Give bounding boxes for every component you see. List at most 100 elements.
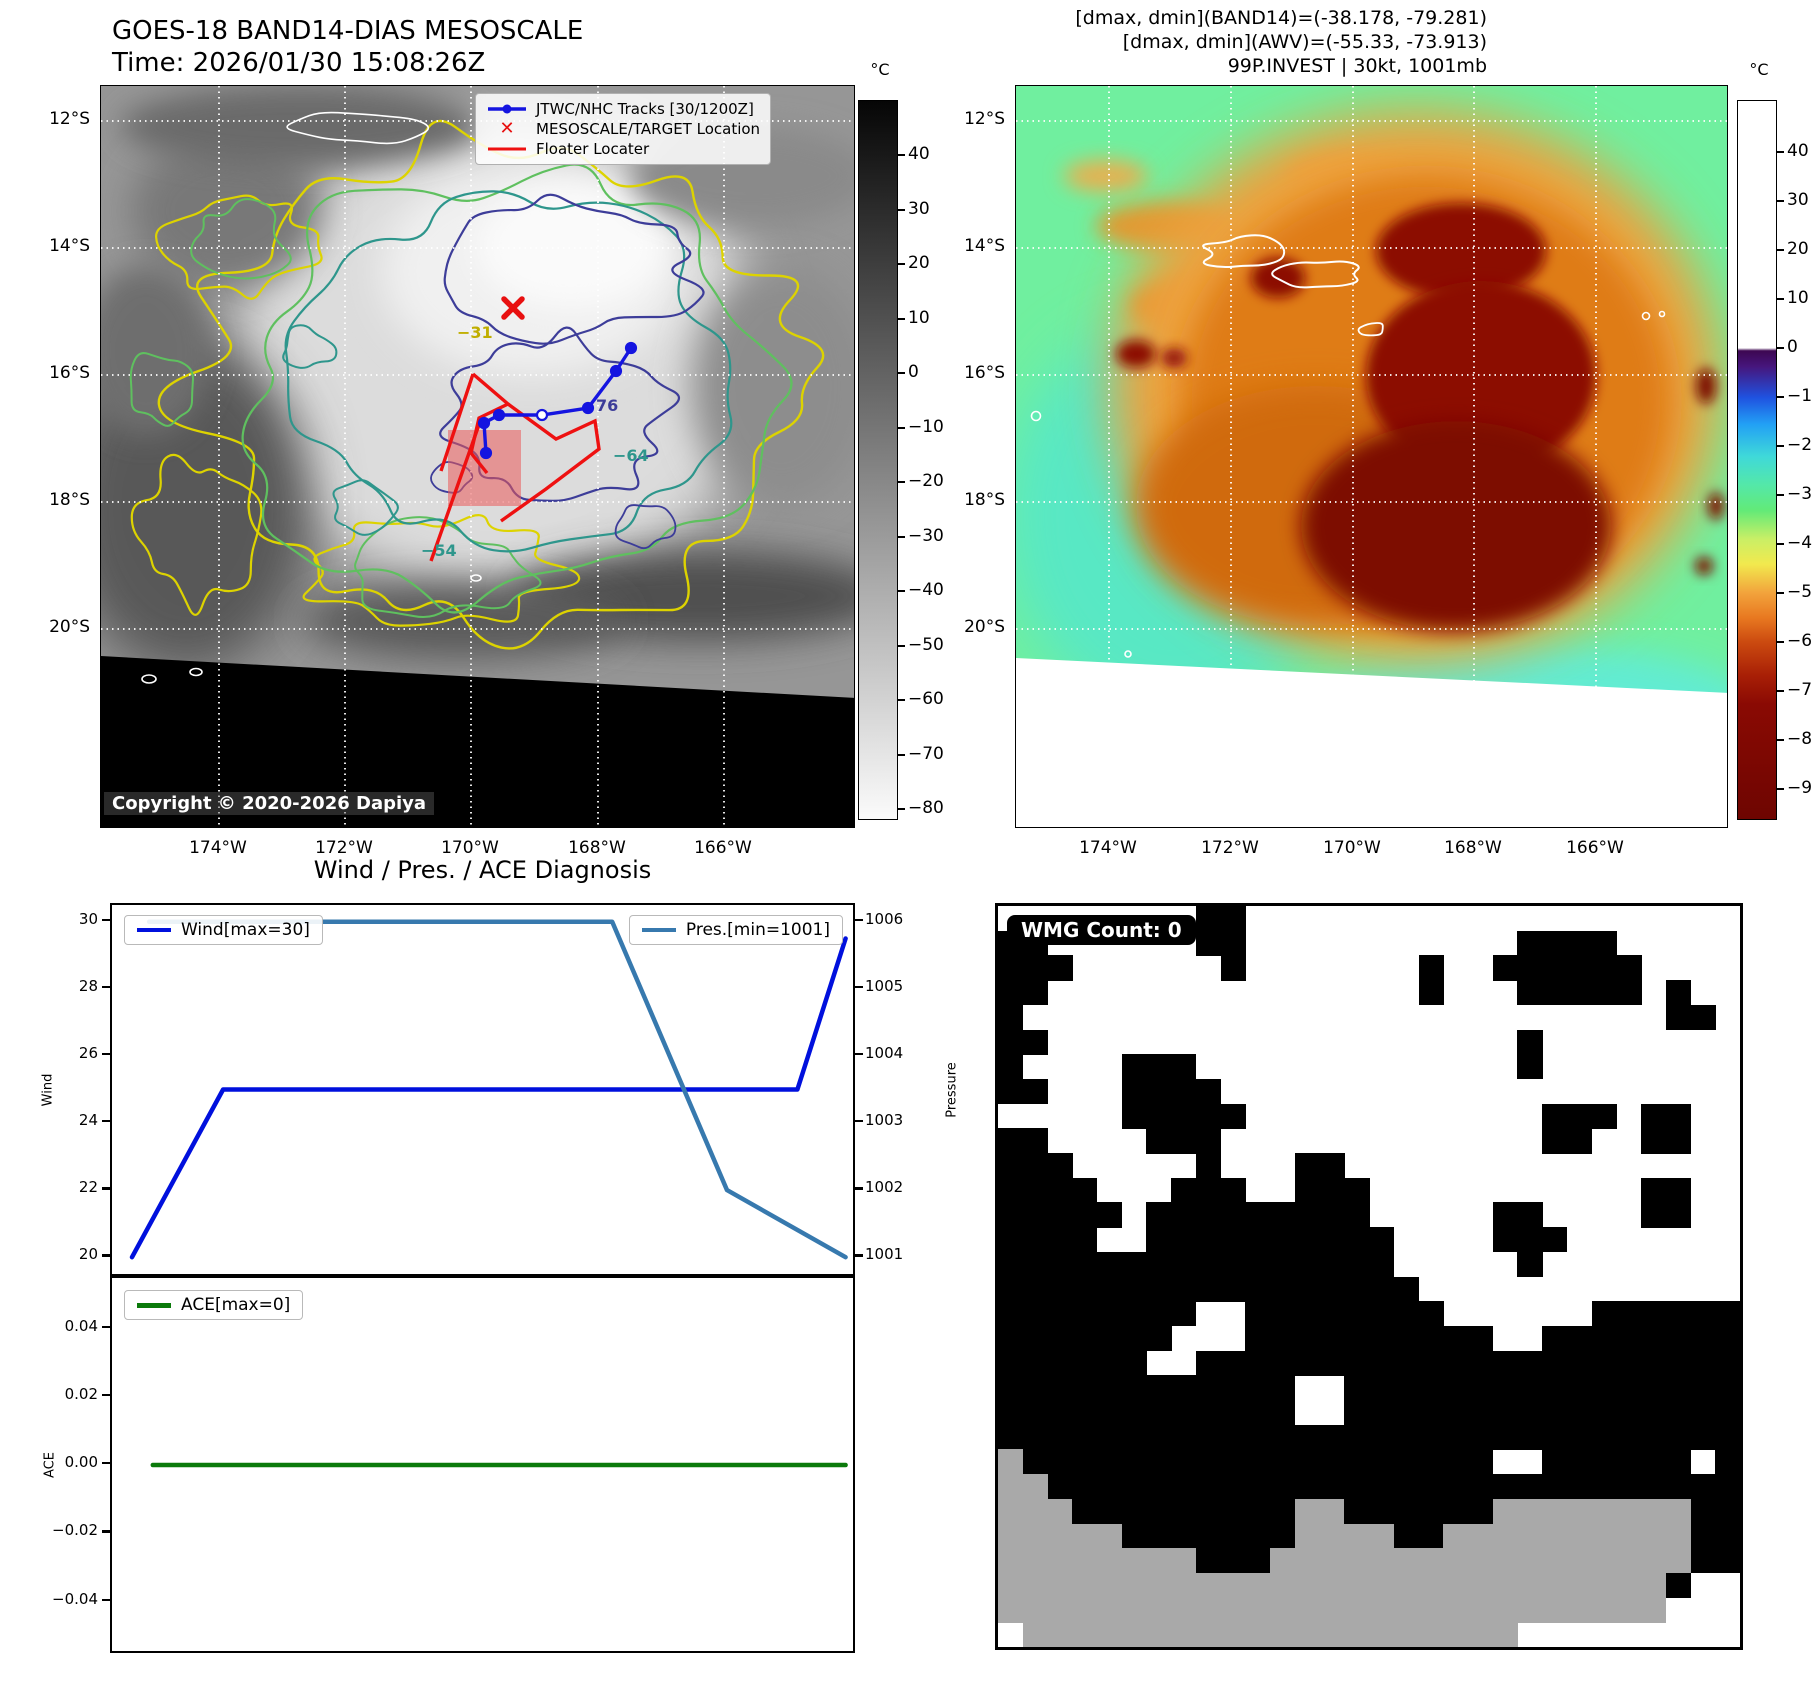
wmg-cloud-cell bbox=[998, 980, 1024, 1006]
wmg-cloud-cell bbox=[1022, 1301, 1048, 1327]
island-outline bbox=[1641, 311, 1651, 321]
wmg-cloud-cell bbox=[1195, 1424, 1222, 1450]
wmg-cloud-cell bbox=[1319, 1424, 1345, 1450]
wmg-nodata-cell bbox=[1616, 1597, 1642, 1623]
wmg-nodata-cell bbox=[1641, 1597, 1667, 1623]
wmg-cloud-cell bbox=[1220, 1424, 1246, 1450]
awv-colorbar-tick: 30 bbox=[1787, 190, 1809, 210]
awv-colorbar-tickmark bbox=[1777, 641, 1784, 643]
wmg-nodata-cell bbox=[1467, 1548, 1494, 1574]
wmg-nodata-cell bbox=[1294, 1572, 1321, 1599]
wmg-cloud-cell bbox=[1096, 1474, 1123, 1500]
wmg-nodata-cell bbox=[1195, 1597, 1222, 1623]
wmg-cloud-cell bbox=[1022, 1078, 1048, 1105]
wmg-nodata-cell bbox=[1096, 1597, 1123, 1623]
wmg-cloud-cell bbox=[1517, 1474, 1543, 1500]
wmg-cloud-cell bbox=[1096, 1251, 1123, 1278]
wmg-cloud-cell bbox=[1467, 1449, 1494, 1475]
wmg-cloud-cell bbox=[1319, 1301, 1345, 1327]
temperature-contour bbox=[130, 453, 263, 616]
chart-right-tick: 1003 bbox=[865, 1111, 904, 1130]
band14-lat-tick: 18°S bbox=[49, 490, 90, 510]
wmg-cloud-cell bbox=[1220, 1227, 1246, 1253]
wmg-cloud-cell bbox=[1072, 1177, 1098, 1203]
wmg-cloud-cell bbox=[1047, 1350, 1073, 1376]
jtwc-track-point bbox=[609, 364, 623, 378]
wmg-nodata-cell bbox=[1344, 1523, 1370, 1549]
chart-tickmark bbox=[855, 1052, 863, 1056]
wmg-cloud-cell bbox=[1245, 1474, 1271, 1500]
floater-locater-path bbox=[439, 373, 475, 472]
wmg-cloud-cell bbox=[1220, 1523, 1246, 1549]
ir-cloud-blob bbox=[1301, 421, 1611, 631]
wmg-cloud-cell bbox=[1171, 1424, 1197, 1450]
wmg-cloud-cell bbox=[1096, 1400, 1123, 1426]
cloud-texture bbox=[301, 583, 621, 659]
wmg-nodata-cell bbox=[1270, 1597, 1296, 1623]
wmg-nodata-cell bbox=[1467, 1523, 1494, 1549]
wmg-cloud-cell bbox=[1690, 1498, 1716, 1525]
wmg-nodata-cell bbox=[1344, 1597, 1370, 1623]
contour-value-label: −64 bbox=[613, 446, 649, 465]
wmg-cloud-cell bbox=[1146, 1375, 1172, 1401]
wmg-cloud-cell bbox=[1319, 1177, 1345, 1203]
wmg-nodata-cell bbox=[1369, 1597, 1395, 1623]
floater-locater-path bbox=[429, 418, 483, 562]
wmg-cloud-cell bbox=[1171, 1276, 1197, 1302]
band14-colorbar-tickmark bbox=[898, 699, 905, 701]
awv-colorbar-tick: −40 bbox=[1787, 533, 1813, 553]
wmg-cloud-cell bbox=[1146, 1276, 1172, 1302]
wmg-cloud-cell bbox=[1220, 955, 1246, 981]
wmg-nodata-cell bbox=[1542, 1548, 1568, 1574]
wmg-cloud-cell bbox=[998, 1078, 1024, 1105]
chart-left-tick: 28 bbox=[78, 976, 98, 995]
wmg-cloud-cell bbox=[1616, 1449, 1642, 1475]
wmg-cloud-cell bbox=[998, 1350, 1024, 1376]
chart-left-tick: 0.04 bbox=[64, 1316, 98, 1335]
wmg-cloud-cell bbox=[1616, 980, 1642, 1006]
island-outline bbox=[189, 667, 203, 677]
awv-colorbar-tick: −80 bbox=[1787, 729, 1813, 749]
wmg-cloud-cell bbox=[1715, 1474, 1740, 1500]
band14-colorbar-tickmark bbox=[898, 808, 905, 810]
wmg-cloud-cell bbox=[1220, 1251, 1246, 1278]
wmg-nodata-cell bbox=[1096, 1622, 1123, 1647]
wmg-cloud-cell bbox=[1220, 1103, 1246, 1129]
wmg-cloud-cell bbox=[1022, 1227, 1048, 1253]
wmg-cloud-cell bbox=[1195, 1251, 1222, 1278]
wmg-cloud-cell bbox=[1270, 1424, 1296, 1450]
wmg-cloud-cell bbox=[1047, 1325, 1073, 1352]
wmg-nodata-cell bbox=[1566, 1597, 1593, 1623]
wmg-cloud-cell bbox=[1591, 980, 1617, 1006]
wmg-cloud-cell bbox=[1443, 1424, 1469, 1450]
wmg-cloud-cell bbox=[1369, 1375, 1395, 1401]
wmg-nodata-cell bbox=[1072, 1548, 1098, 1574]
wmg-cloud-cell bbox=[1195, 1400, 1222, 1426]
wmg-nodata-cell bbox=[1393, 1548, 1419, 1574]
wmg-cloud-cell bbox=[1591, 1375, 1617, 1401]
band14-colorbar-tick: −20 bbox=[908, 471, 944, 491]
awv-lon-tick: 170°W bbox=[1323, 838, 1381, 858]
band14-colorbar-tick: 10 bbox=[908, 307, 930, 328]
chart-tickmark bbox=[102, 1052, 110, 1056]
wmg-cloud-cell bbox=[1517, 1375, 1543, 1401]
wmg-cloud-cell bbox=[1665, 1103, 1692, 1129]
wmg-cloud-cell bbox=[1195, 1276, 1222, 1302]
wmg-cloud-cell bbox=[1319, 1276, 1345, 1302]
wmg-cloud-cell bbox=[998, 1128, 1024, 1154]
wmg-cloud-cell bbox=[1418, 1424, 1444, 1450]
wmg-nodata-cell bbox=[1566, 1523, 1593, 1549]
wmg-cloud-cell bbox=[1195, 906, 1222, 932]
wmg-cloud-cell bbox=[1542, 955, 1568, 981]
jtwc-track-point bbox=[477, 416, 491, 430]
wmg-cloud-cell bbox=[1418, 1375, 1444, 1401]
wmg-cloud-cell bbox=[1047, 1449, 1073, 1475]
wind-pressure-canvas bbox=[129, 919, 848, 1260]
awv-colorbar-tick: 40 bbox=[1787, 141, 1809, 161]
wmg-cloud-cell bbox=[1591, 930, 1617, 956]
chart-left-tick: 30 bbox=[78, 909, 98, 928]
temperature-contour bbox=[284, 190, 733, 553]
band14-lat-tick: 14°S bbox=[49, 236, 90, 256]
wmg-cloud-cell bbox=[1492, 1350, 1518, 1376]
wmg-nodata-cell bbox=[1641, 1498, 1667, 1525]
